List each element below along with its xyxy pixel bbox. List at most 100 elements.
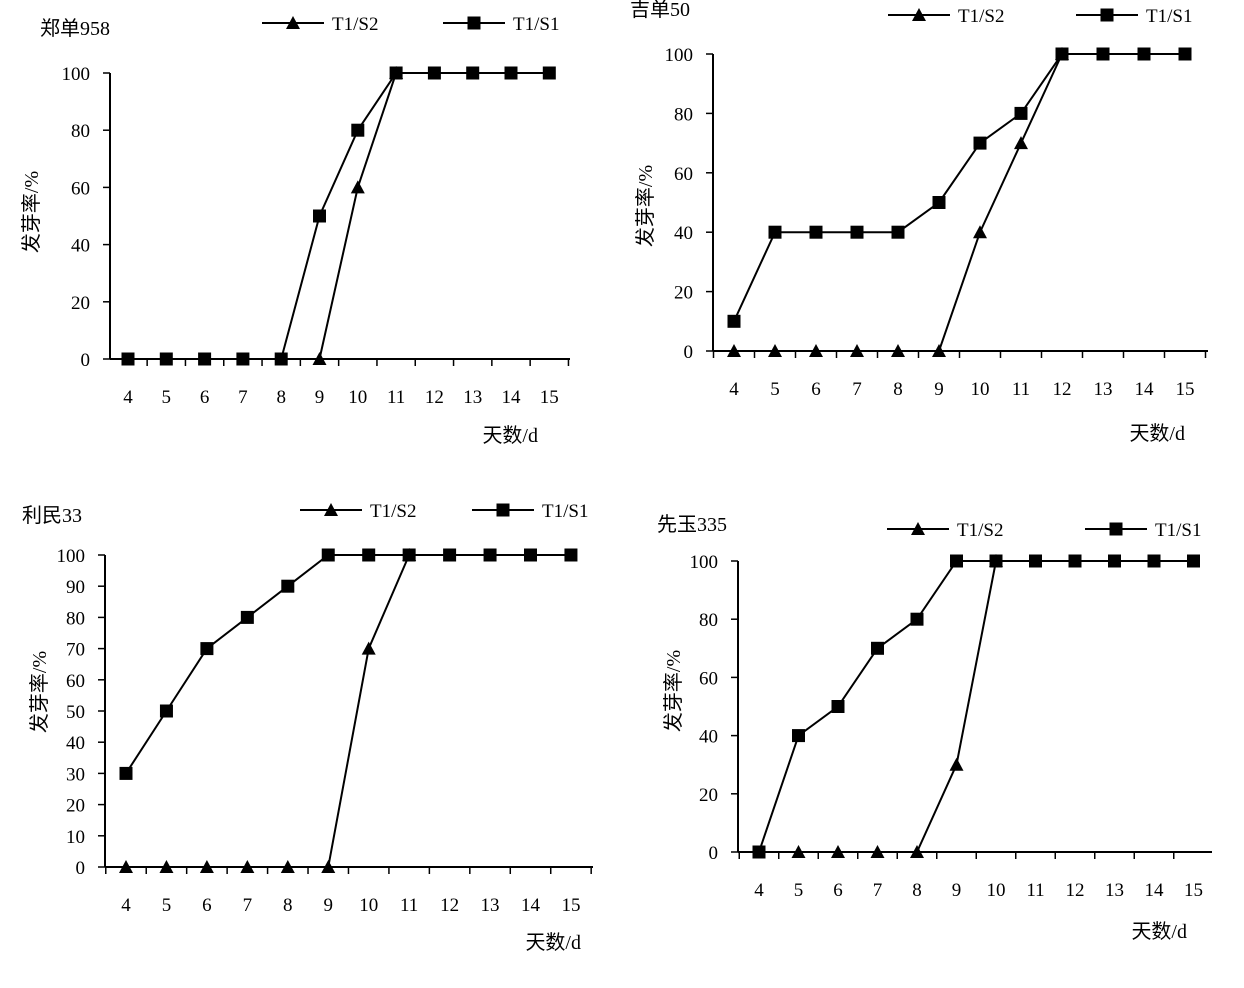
x-axis-label: 天数/d bbox=[482, 424, 538, 447]
y-tick-label: 20 bbox=[699, 785, 718, 806]
data-point-square bbox=[483, 548, 497, 562]
chart-panel-4: 先玉335 0 20 40 60 80 100 4 5 6 7 8 9 10 11 12 13 14 15 天数/d 发… bbox=[657, 513, 1212, 943]
series-square bbox=[752, 554, 1200, 859]
data-point-triangle bbox=[280, 860, 295, 873]
y-tick-label: 0 bbox=[684, 342, 694, 363]
data-point-triangle bbox=[361, 641, 376, 655]
data-point-triangle bbox=[240, 860, 255, 873]
series-triangle bbox=[727, 47, 1069, 357]
data-point-square bbox=[727, 314, 741, 328]
x-tick-label: 5 bbox=[162, 895, 172, 916]
y-axis-label: 发芽率/% bbox=[20, 171, 43, 253]
x-tick-label: 8 bbox=[283, 895, 293, 916]
x-tick-label: 13 bbox=[463, 387, 482, 408]
data-point-square bbox=[443, 548, 457, 562]
data-point-triangle bbox=[850, 344, 864, 357]
legend-item: T1/S2 bbox=[300, 501, 416, 522]
y-tick-label: 60 bbox=[674, 164, 693, 185]
y-tick-label: 20 bbox=[674, 283, 693, 304]
y-tick-label: 80 bbox=[699, 610, 718, 631]
x-tick-label: 10 bbox=[987, 880, 1006, 901]
data-point-square bbox=[427, 66, 441, 80]
x-tick-label: 11 bbox=[1026, 880, 1044, 901]
data-point-square bbox=[313, 209, 326, 223]
x-tick-label: 10 bbox=[359, 895, 378, 916]
data-point-triangle bbox=[932, 344, 946, 357]
legend-marker-square bbox=[1100, 8, 1114, 22]
data-point-square bbox=[1108, 554, 1121, 568]
y-tick-label: 100 bbox=[57, 546, 86, 567]
data-point-square bbox=[351, 123, 365, 137]
legend-label: T1/S1 bbox=[513, 14, 559, 35]
data-point-square bbox=[1096, 47, 1110, 61]
y-tick-label: 100 bbox=[665, 45, 694, 66]
series-line bbox=[128, 72, 550, 360]
series-line bbox=[798, 560, 997, 853]
data-point-square bbox=[1055, 47, 1069, 61]
y-tick-label: 40 bbox=[71, 236, 90, 257]
data-point-triangle bbox=[831, 845, 845, 858]
data-point-square bbox=[402, 548, 416, 562]
legend-marker-square bbox=[1109, 522, 1123, 536]
data-point-square bbox=[752, 845, 766, 859]
data-point-square bbox=[891, 225, 905, 239]
chart-title: 吉单50 bbox=[630, 0, 690, 21]
legend-label: T1/S1 bbox=[1155, 520, 1201, 541]
x-tick-label: 6 bbox=[833, 880, 843, 901]
series-line bbox=[318, 72, 398, 360]
data-point-square bbox=[850, 225, 864, 239]
legend-item: T1/S1 bbox=[1085, 520, 1201, 541]
legend-label: T1/S2 bbox=[957, 520, 1003, 541]
data-point-triangle bbox=[791, 845, 806, 858]
x-tick-label: 15 bbox=[1184, 880, 1203, 901]
x-tick-label: 9 bbox=[315, 387, 325, 408]
y-tick-label: 60 bbox=[66, 671, 85, 692]
x-tick-label: 5 bbox=[794, 880, 804, 901]
data-point-square bbox=[910, 612, 924, 626]
x-tick-label: 13 bbox=[1105, 880, 1124, 901]
x-tick-label: 14 bbox=[502, 387, 522, 408]
legend-marker-square bbox=[467, 16, 481, 30]
x-tick-label: 4 bbox=[121, 895, 131, 916]
data-point-triangle bbox=[973, 225, 987, 239]
data-point-square bbox=[792, 729, 805, 743]
y-axis-label: 发芽率/% bbox=[662, 650, 685, 732]
y-tick-label: 10 bbox=[66, 827, 85, 848]
x-tick-label: 9 bbox=[934, 379, 944, 400]
x-tick-label: 13 bbox=[481, 895, 500, 916]
data-point-square bbox=[973, 136, 987, 150]
legend-item: T1/S1 bbox=[1076, 6, 1192, 27]
y-tick-label: 60 bbox=[71, 178, 90, 199]
series-square bbox=[727, 47, 1192, 328]
chart-title: 先玉335 bbox=[657, 513, 727, 536]
data-point-triangle bbox=[321, 860, 336, 873]
series-line bbox=[126, 554, 411, 868]
data-point-triangle bbox=[910, 845, 924, 858]
series-line bbox=[734, 53, 1063, 352]
y-tick-label: 30 bbox=[66, 764, 85, 785]
series-square bbox=[121, 66, 556, 366]
chart-title: 郑单958 bbox=[40, 17, 110, 40]
data-point-square bbox=[1014, 106, 1028, 120]
x-tick-label: 11 bbox=[387, 387, 405, 408]
data-point-square bbox=[321, 548, 335, 562]
chart-panel-3: 利民33 0 10 20 30 40 50 60 70 80 90 100 4 5 6 7 8 9 10 11 12 13… bbox=[22, 501, 593, 954]
y-tick-label: 0 bbox=[709, 843, 719, 864]
data-point-triangle bbox=[949, 757, 964, 771]
x-axis-label: 天数/d bbox=[525, 931, 581, 954]
y-tick-label: 90 bbox=[66, 577, 85, 598]
data-point-triangle bbox=[312, 352, 327, 365]
x-tick-label: 7 bbox=[873, 880, 883, 901]
y-tick-label: 50 bbox=[66, 702, 85, 723]
x-axis-label: 天数/d bbox=[1129, 422, 1185, 445]
data-point-square bbox=[159, 704, 173, 718]
x-tick-label: 15 bbox=[540, 387, 559, 408]
data-point-square bbox=[524, 548, 537, 562]
data-point-square bbox=[871, 641, 884, 655]
x-tick-label: 14 bbox=[521, 895, 541, 916]
data-point-square bbox=[362, 548, 376, 562]
x-tick-label: 7 bbox=[243, 895, 253, 916]
data-point-square bbox=[1147, 554, 1161, 568]
y-tick-label: 40 bbox=[699, 727, 718, 748]
